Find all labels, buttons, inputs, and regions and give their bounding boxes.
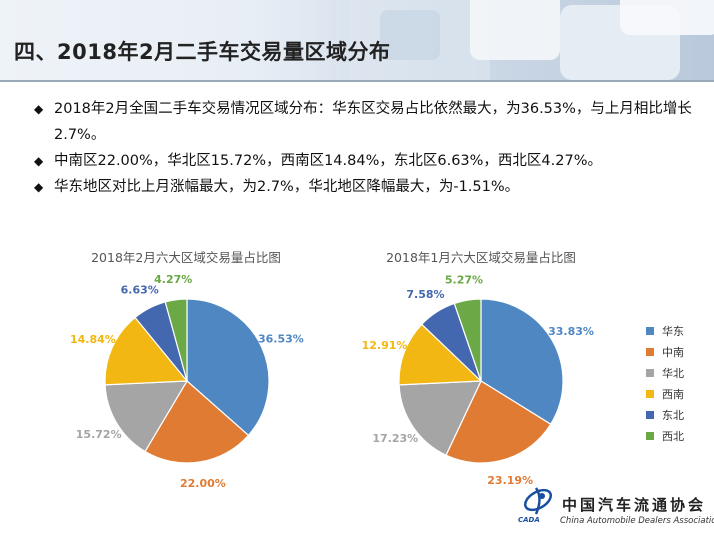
pie-data-label: 23.19% — [487, 474, 533, 487]
logo-name-en: China Automobile Dealers Association — [560, 516, 714, 526]
pie-data-label: 12.91% — [362, 339, 408, 352]
diamond-icon: ◆ — [34, 180, 44, 194]
legend-label: 中南 — [662, 345, 684, 359]
pie-data-label: 33.83% — [548, 325, 594, 338]
legend-item: 中南 — [646, 341, 684, 362]
legend-label: 东北 — [662, 408, 684, 422]
bullet-text: 中南区22.00%，华北区15.72%，西南区14.84%，东北区6.63%，西… — [54, 153, 602, 169]
header-banner: 四、2018年2月二手车交易量区域分布 — [0, 0, 714, 80]
pie-slice — [398, 323, 483, 386]
summary-list: ◆ 2018年2月全国二手车交易情况区域分布：华东区交易占比依然最大，为36.5… — [34, 96, 694, 200]
pie-data-label: 17.23% — [372, 432, 418, 445]
pie-slice — [164, 298, 188, 382]
legend-swatch — [646, 368, 654, 377]
legend-item: 西北 — [646, 425, 684, 446]
pie-data-label: 36.53% — [258, 333, 304, 346]
legend-swatch — [646, 326, 654, 335]
pie-slice — [144, 380, 250, 464]
legend-label: 华北 — [662, 366, 684, 380]
pie-data-label: 14.84% — [70, 333, 116, 346]
pie-data-label: 6.63% — [121, 284, 159, 297]
pie-slice — [398, 380, 482, 456]
diamond-icon: ◆ — [34, 102, 44, 116]
legend-item: 西南 — [646, 383, 684, 404]
legend-swatch — [646, 389, 654, 398]
logo-abbr: CADA — [518, 516, 540, 524]
legend-swatch — [646, 347, 654, 356]
list-item: ◆ 中南区22.00%，华北区15.72%，西南区14.84%，东北区6.63%… — [34, 148, 694, 174]
pie-slice — [104, 316, 189, 386]
cada-logo: CADA 中国汽车流通协会 China Automobile Dealers A… — [514, 484, 714, 532]
chart-legend: 华东 中南 华北 西南 东北 西北 — [646, 320, 684, 446]
legend-label: 西南 — [662, 387, 684, 401]
header-decoration — [350, 0, 714, 80]
pie-slice — [104, 380, 189, 453]
list-item: ◆ 华东地区对比上月涨幅最大，为2.7%，华北地区降幅最大，为-1.51%。 — [34, 174, 694, 200]
bullet-text: 华东地区对比上月涨幅最大，为2.7%，华北地区降幅最大，为-1.51%。 — [54, 179, 520, 195]
logo-name-cn: 中国汽车流通协会 — [562, 496, 707, 514]
diamond-icon: ◆ — [34, 154, 44, 168]
pie-data-label: 4.27% — [154, 273, 192, 286]
chart-title-jan: 2018年1月六大区域交易量占比图 — [386, 250, 576, 265]
legend-label: 西北 — [662, 429, 684, 443]
cada-logo-icon — [523, 487, 553, 515]
legend-item: 华北 — [646, 362, 684, 383]
legend-swatch — [646, 410, 654, 419]
pie-slice — [186, 298, 270, 437]
list-item: ◆ 2018年2月全国二手车交易情况区域分布：华东区交易占比依然最大，为36.5… — [34, 96, 694, 148]
legend-item: 东北 — [646, 404, 684, 425]
pie-data-label: 15.72% — [76, 428, 122, 441]
legend-item: 华东 — [646, 320, 684, 341]
header-divider — [0, 80, 714, 82]
legend-swatch — [646, 431, 654, 440]
pie-slice — [453, 298, 482, 382]
pie-data-label: 7.58% — [406, 288, 444, 301]
chart-title-feb: 2018年2月六大区域交易量占比图 — [91, 250, 281, 265]
legend-label: 华东 — [662, 324, 684, 338]
page-title: 四、2018年2月二手车交易量区域分布 — [14, 40, 391, 64]
pie-slice — [445, 380, 552, 464]
bullet-text: 2018年2月全国二手车交易情况区域分布：华东区交易占比依然最大，为36.53%… — [54, 101, 692, 143]
pie-slice — [480, 298, 564, 426]
pie-data-label: 22.00% — [180, 477, 226, 490]
pie-data-label: 5.27% — [445, 273, 483, 286]
